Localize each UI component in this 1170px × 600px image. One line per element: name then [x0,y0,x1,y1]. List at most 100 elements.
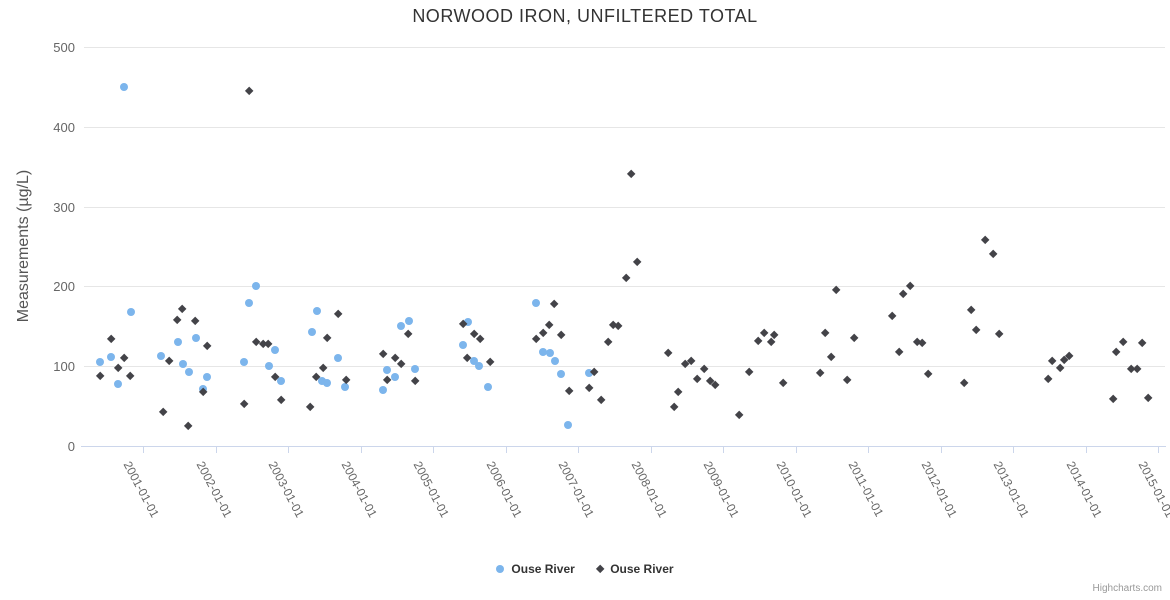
data-point[interactable] [378,386,387,395]
data-point[interactable] [270,346,279,355]
data-point[interactable] [584,384,594,394]
data-point[interactable] [474,362,483,371]
data-point[interactable] [119,353,129,363]
data-point[interactable] [545,348,554,357]
data-point[interactable] [484,382,493,391]
data-point[interactable] [318,376,327,385]
data-point[interactable] [410,365,419,374]
data-point[interactable] [538,328,548,338]
data-point[interactable] [114,379,123,388]
data-point[interactable] [239,358,248,367]
credits-link[interactable]: Highcharts.com [1092,583,1162,594]
data-point[interactable] [849,333,859,343]
data-point[interactable] [252,282,261,291]
data-point[interactable] [126,307,135,316]
data-point[interactable] [673,387,683,397]
data-point[interactable] [333,309,343,319]
data-point[interactable] [173,338,182,347]
data-point[interactable] [405,316,414,325]
data-point[interactable] [383,366,392,375]
data-point[interactable] [323,378,332,387]
data-point[interactable] [778,378,788,388]
data-point[interactable] [158,407,168,417]
data-point[interactable] [820,328,830,338]
data-point[interactable] [669,402,679,412]
data-point[interactable] [544,320,554,331]
data-point[interactable] [531,334,541,344]
data-point[interactable] [753,336,763,346]
data-point[interactable] [621,273,631,283]
data-point[interactable] [305,402,315,412]
data-point[interactable] [410,376,420,386]
legend-item[interactable]: Ouse River [496,562,575,576]
data-point[interactable] [898,289,908,299]
data-point[interactable] [549,299,559,309]
data-point[interactable] [126,371,136,381]
data-point[interactable] [815,368,825,378]
data-point[interactable] [341,382,350,391]
data-point[interactable] [276,377,285,386]
data-point[interactable] [177,304,187,314]
data-point[interactable] [307,327,316,336]
data-point[interactable] [744,368,754,378]
data-point[interactable] [994,329,1004,339]
data-point[interactable] [590,367,600,377]
data-point[interactable] [539,347,548,356]
data-point[interactable] [966,305,976,315]
data-point[interactable] [564,386,574,396]
data-point[interactable] [157,351,166,360]
data-point[interactable] [106,334,116,344]
data-point[interactable] [276,395,286,405]
data-point[interactable] [1144,393,1154,403]
data-point[interactable] [378,349,388,359]
data-point[interactable] [113,363,123,373]
data-point[interactable] [470,356,479,365]
data-point[interactable] [888,311,898,321]
data-point[interactable] [202,372,211,381]
data-point[interactable] [202,341,212,351]
data-point[interactable] [531,299,540,308]
data-point[interactable] [463,318,472,327]
data-point[interactable] [313,307,321,316]
data-point[interactable] [1108,394,1118,404]
data-point[interactable] [1112,347,1122,357]
data-point[interactable] [584,369,593,378]
data-point[interactable] [96,358,105,367]
data-point[interactable] [826,352,836,362]
data-point[interactable] [632,257,642,267]
data-point[interactable] [184,421,194,431]
data-point[interactable] [190,316,200,327]
data-point[interactable] [391,373,400,382]
data-point[interactable] [894,347,904,357]
data-point[interactable] [971,325,981,335]
data-point[interactable] [191,334,200,343]
data-point[interactable] [178,359,187,368]
data-point[interactable] [596,395,606,406]
data-point[interactable] [458,341,467,350]
data-point[interactable] [663,348,673,358]
data-point[interactable] [603,337,613,347]
data-point[interactable] [120,82,129,91]
data-point[interactable] [184,367,193,376]
data-point[interactable] [265,362,274,371]
data-point[interactable] [322,333,332,343]
data-point[interactable] [563,421,572,430]
data-point[interactable] [403,329,413,339]
data-point[interactable] [1043,374,1053,384]
data-point[interactable] [734,411,744,421]
data-point[interactable] [980,235,990,245]
data-point[interactable] [239,399,249,409]
data-point[interactable] [556,330,566,340]
legend-item[interactable]: Ouse River [595,562,674,576]
data-point[interactable] [334,354,343,363]
data-point[interactable] [557,370,566,379]
data-point[interactable] [164,356,174,366]
data-point[interactable] [550,357,559,366]
data-point[interactable] [95,371,105,381]
data-point[interactable] [917,338,927,348]
data-point[interactable] [318,363,328,373]
data-point[interactable] [172,315,182,325]
data-point[interactable] [1118,337,1128,347]
data-point[interactable] [988,249,998,259]
data-point[interactable] [905,281,915,291]
